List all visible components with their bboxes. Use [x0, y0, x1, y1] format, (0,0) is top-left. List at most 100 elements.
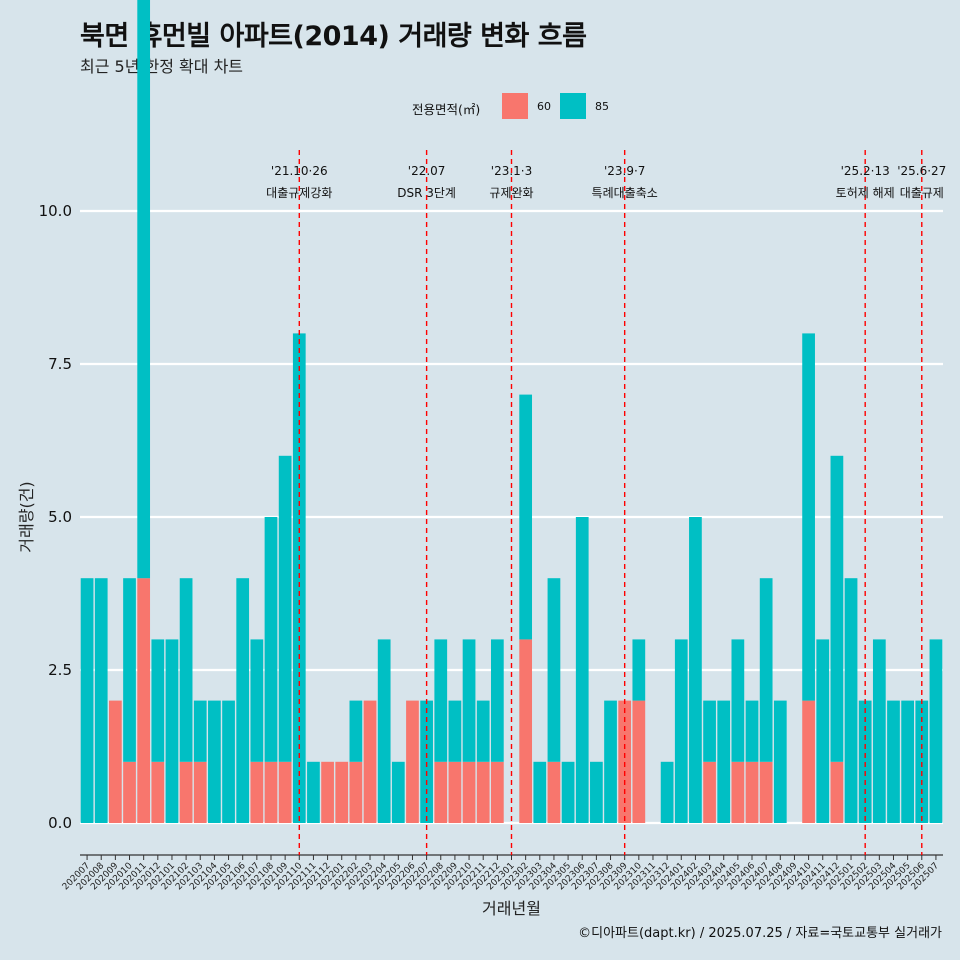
bar-60-202407 [759, 761, 773, 823]
bar-85-202010 [123, 578, 136, 762]
chart-title: 북면 휴먼빌 아파트(2014) 거래량 변화 흐름 [80, 21, 587, 52]
bar-85-202111 [307, 761, 320, 823]
bar-85-202506 [915, 700, 929, 823]
bar-85-202503 [872, 639, 886, 823]
y-tick-label: 5.0 [48, 508, 72, 526]
bar-85-202211 [476, 700, 490, 762]
bar-85-202402 [689, 517, 702, 823]
bar-85-202504 [887, 700, 900, 823]
bar-85-202502 [858, 700, 872, 823]
bar-60-202010 [123, 761, 136, 823]
annotation-date: '22.07 [408, 164, 446, 178]
bar-60-202012 [151, 761, 165, 823]
bar-60-202403 [703, 761, 716, 823]
x-axis-title: 거래년월 [482, 899, 541, 918]
bar-60-202304 [547, 761, 561, 823]
bar-85-202505 [901, 700, 914, 823]
legend-swatch-85 [560, 93, 586, 119]
annotation-label: 토허제 해제 [836, 186, 895, 200]
bar-60-202410 [802, 700, 815, 823]
y-axis-title: 거래량(건) [17, 481, 36, 552]
chart-subtitle: 최근 5년 한정 확대 차트 [80, 57, 244, 76]
bar-85-202205 [391, 761, 405, 823]
bar-60-202203 [363, 700, 377, 823]
bar-85-202405 [731, 639, 745, 762]
bar-85-202212 [490, 639, 504, 762]
bar-85-202101 [165, 639, 179, 823]
bar-60-202209 [448, 761, 462, 823]
legend: 전용면적(㎡) 60 85 [0, 92, 960, 122]
bar-85-202105 [222, 700, 235, 823]
annotation-label: 규제완화 [489, 186, 533, 200]
bar-85-202104 [208, 700, 221, 823]
bar-85-202106 [236, 578, 250, 823]
bar-60-202202 [349, 761, 363, 823]
bar-85-202302 [519, 394, 533, 640]
bar-85-202410 [802, 333, 815, 701]
legend-title: 전용면적(㎡) [412, 102, 481, 117]
bar-60-202201 [335, 761, 349, 823]
bar-60-202212 [490, 761, 504, 823]
bar-60-202406 [745, 761, 759, 823]
bar-85-202008 [94, 578, 108, 823]
bar-60-202108 [264, 761, 278, 823]
bar-85-202108 [264, 517, 278, 762]
legend-label-85: 85 [595, 100, 609, 113]
bar-85-202210 [462, 639, 476, 762]
annotation-date: '25.2·13 [841, 164, 890, 178]
bar-85-202308 [604, 700, 617, 823]
bar-60-202009 [109, 700, 122, 823]
bar-85-202304 [547, 578, 561, 762]
bar-60-202405 [731, 761, 745, 823]
bar-85-202404 [717, 700, 731, 823]
bar-85-202303 [533, 761, 547, 823]
bar-60-202210 [462, 761, 476, 823]
annotation-label: 특례대출축소 [592, 186, 658, 200]
annotation-label: 대출규제강화 [266, 186, 332, 200]
bar-85-202110 [292, 333, 306, 823]
y-tick-label: 7.5 [48, 355, 72, 373]
bar-85-202204 [377, 639, 391, 823]
bar-60-202302 [519, 639, 533, 823]
bar-85-202310 [632, 639, 646, 701]
bar-85-202412 [830, 455, 844, 762]
y-tick-label: 10.0 [39, 202, 72, 220]
bar-85-202102 [179, 578, 193, 762]
y-tick-label: 2.5 [48, 661, 72, 679]
bar-85-202011 [137, 0, 151, 579]
bar-60-202412 [830, 761, 844, 823]
bar-85-202407 [759, 578, 773, 762]
legend-swatch-60 [502, 93, 528, 119]
annotation-date: '23.1·3 [491, 164, 532, 178]
annotation-label: 대출규제 [900, 186, 944, 200]
bar-85-202312 [660, 761, 674, 823]
bar-85-202209 [448, 700, 462, 762]
bar-85-202208 [434, 639, 448, 762]
bar-85-202103 [193, 700, 207, 762]
bar-85-202501 [844, 578, 858, 823]
bar-60-202208 [434, 761, 448, 823]
bar-85-202012 [151, 639, 165, 762]
bar-85-202411 [816, 639, 830, 823]
bar-60-202206 [406, 700, 419, 823]
bar-60-202211 [476, 761, 490, 823]
bar-85-202107 [250, 639, 264, 762]
bar-60-202309 [618, 700, 632, 823]
annotation-date: '23.9·7 [604, 164, 645, 178]
bar-60-202107 [250, 761, 264, 823]
bar-60-202109 [278, 761, 292, 823]
bar-85-202207 [420, 700, 433, 823]
bar-85-202007 [80, 578, 94, 823]
source-caption: ©디아파트(dapt.kr) / 2025.07.25 / 자료=국토교통부 실… [578, 926, 942, 941]
annotation-date: '25.6·27 [897, 164, 946, 178]
bar-85-202202 [349, 700, 363, 762]
bar-85-202109 [278, 455, 292, 762]
bar-85-202406 [745, 700, 759, 762]
bar-60-202103 [193, 761, 207, 823]
bar-85-202305 [561, 761, 575, 823]
bar-60-202102 [179, 761, 193, 823]
bar-85-202507 [929, 639, 943, 823]
bar-85-202408 [773, 700, 787, 823]
